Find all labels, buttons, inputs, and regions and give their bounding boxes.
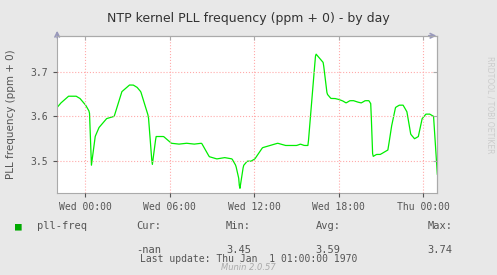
Text: Min:: Min:: [226, 221, 251, 231]
Text: Avg:: Avg:: [316, 221, 340, 231]
Text: Munin 2.0.57: Munin 2.0.57: [221, 263, 276, 272]
Text: 3.74: 3.74: [427, 245, 452, 255]
Text: Max:: Max:: [427, 221, 452, 231]
Text: NTP kernel PLL frequency (ppm + 0) - by day: NTP kernel PLL frequency (ppm + 0) - by …: [107, 12, 390, 25]
Text: 3.45: 3.45: [226, 245, 251, 255]
Text: RRDTOOL / TOBI OETIKER: RRDTOOL / TOBI OETIKER: [486, 56, 495, 153]
Text: ■: ■: [15, 221, 22, 231]
Text: Last update: Thu Jan  1 01:00:00 1970: Last update: Thu Jan 1 01:00:00 1970: [140, 254, 357, 264]
Text: 3.59: 3.59: [316, 245, 340, 255]
Text: pll-freq: pll-freq: [37, 221, 87, 231]
Text: Cur:: Cur:: [137, 221, 162, 231]
Text: PLL frequency (ppm + 0): PLL frequency (ppm + 0): [6, 49, 16, 179]
Text: -nan: -nan: [137, 245, 162, 255]
